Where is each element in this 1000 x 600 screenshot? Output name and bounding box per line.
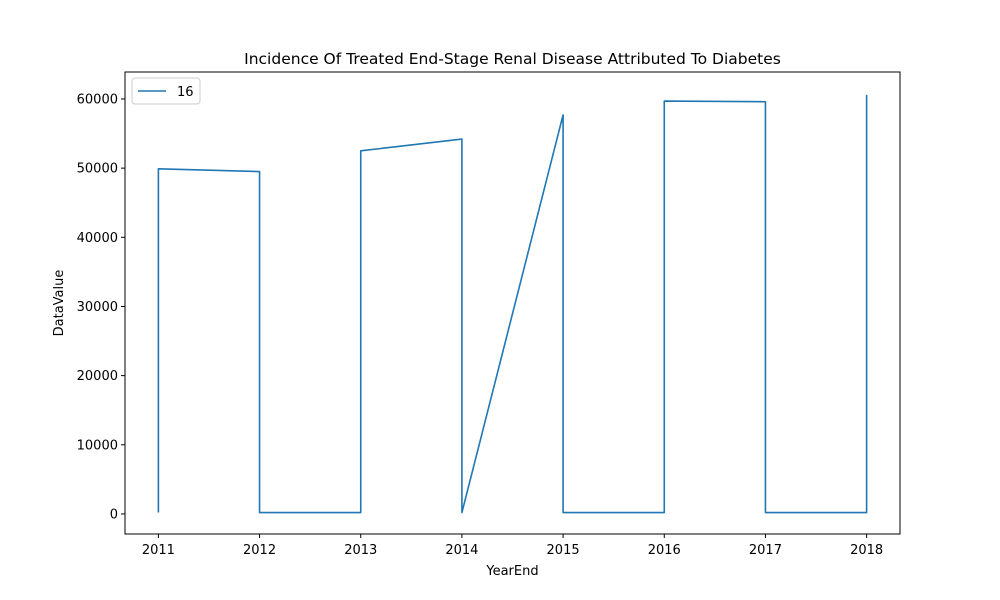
x-tick-label: 2013 bbox=[344, 543, 377, 558]
x-axis-label: YearEnd bbox=[485, 564, 538, 579]
x-tick-label: 2011 bbox=[142, 543, 175, 558]
chart-title: Incidence Of Treated End-Stage Renal Dis… bbox=[244, 50, 781, 68]
x-tick-label: 2015 bbox=[547, 543, 580, 558]
y-tick-label: 0 bbox=[110, 507, 118, 522]
x-tick-label: 2012 bbox=[243, 543, 276, 558]
axes-frame bbox=[124, 71, 901, 535]
y-tick-label: 20000 bbox=[77, 369, 118, 384]
plot-area bbox=[157, 94, 868, 514]
x-tick-label: 2017 bbox=[749, 543, 782, 558]
y-tick-label: 30000 bbox=[77, 300, 118, 315]
x-tick-label: 2016 bbox=[648, 543, 681, 558]
y-axis-label: DataValue bbox=[52, 270, 67, 337]
y-tick-label: 40000 bbox=[77, 231, 118, 246]
legend: 16 bbox=[131, 77, 201, 105]
y-tick-label: 10000 bbox=[77, 438, 118, 453]
x-axis: 2011 2012 2013 2014 2015 2016 2017 2018 bbox=[142, 534, 883, 558]
y-axis: 0 10000 20000 30000 40000 50000 60000 bbox=[77, 92, 125, 522]
x-tick-label: 2018 bbox=[850, 543, 883, 558]
y-tick-label: 60000 bbox=[77, 92, 118, 107]
legend-label: 16 bbox=[177, 85, 194, 100]
series-line bbox=[157, 94, 868, 514]
y-tick-label: 50000 bbox=[77, 162, 118, 177]
x-tick-label: 2014 bbox=[445, 543, 478, 558]
